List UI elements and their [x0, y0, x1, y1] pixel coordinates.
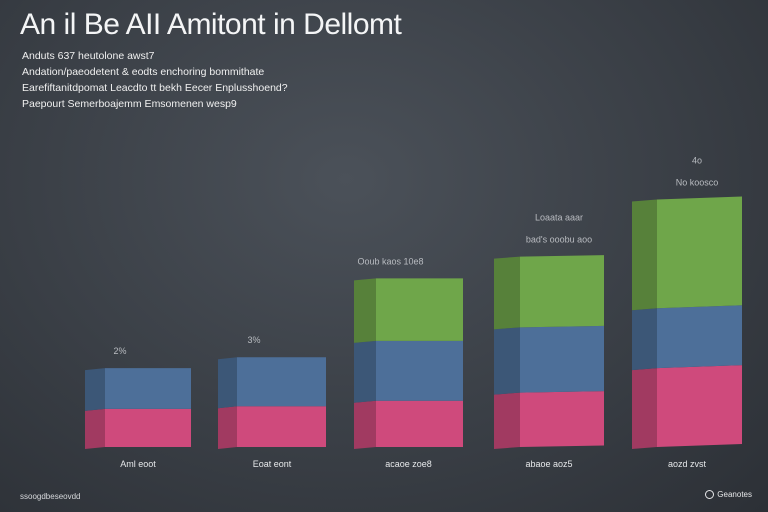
- x-tick-label: aozd zvst: [668, 459, 707, 469]
- bar-pink-side-4: [632, 368, 657, 449]
- bar-green-segment-2: [376, 278, 463, 341]
- brand-name: Geanotes: [717, 490, 752, 499]
- chart-title: An il Be AII Amitont in Dellomt: [20, 8, 402, 41]
- bar-pink-segment-0: [105, 408, 191, 447]
- data-label: 2%: [113, 346, 126, 356]
- bar-pink-side-0: [85, 408, 105, 449]
- bar-blue-side-2: [354, 340, 376, 403]
- bar-pink-segment-3: [520, 391, 604, 447]
- subtitle-line: Andation/paeodetent & eodts enchoring bo…: [22, 66, 265, 78]
- bar-green-segment-3: [520, 255, 604, 328]
- x-tick-label: Aml eoot: [120, 459, 156, 469]
- bar-blue-side-1: [218, 357, 237, 409]
- bar-green-side-2: [354, 278, 376, 343]
- bar-pink-segment-1: [237, 406, 326, 447]
- brand-logo-icon: [705, 490, 715, 499]
- bar-blue-segment-0: [105, 368, 191, 409]
- subtitle-block: Anduts 637 heutolone awst7 Andation/paeo…: [22, 48, 288, 112]
- source-note: ssoogdbeseovdd: [20, 492, 81, 501]
- bar-blue-segment-1: [237, 357, 326, 407]
- bar-blue-side-4: [632, 308, 657, 371]
- subtitle-line: Anduts 637 heutolone awst7: [22, 50, 155, 62]
- bar-pink-side-2: [354, 400, 376, 449]
- bar-blue-segment-4: [657, 305, 742, 369]
- data-label: bad's ooobu aoo: [526, 235, 592, 245]
- bar-green-segment-4: [657, 196, 742, 309]
- bar-pink-segment-4: [657, 365, 742, 447]
- data-label: Loaata aaar: [535, 213, 583, 223]
- bar-blue-segment-3: [520, 325, 604, 393]
- bar-pink-side-3: [494, 392, 520, 449]
- bar-blue-side-3: [494, 327, 520, 395]
- subtitle-line: Earefiftanitdpomat Leacdto tt bekh Eecer…: [22, 82, 288, 94]
- bar-green-side-3: [494, 256, 520, 330]
- x-tick-label: acaoe zoe8: [385, 459, 432, 469]
- data-label: 3%: [247, 335, 260, 345]
- data-label: 4o: [692, 155, 702, 165]
- data-label: Ooub kaos 10e8: [357, 256, 423, 266]
- bar-blue-side-0: [85, 368, 105, 411]
- bar-green-side-4: [632, 199, 657, 311]
- bar-pink-segment-2: [376, 400, 463, 447]
- subtitle-line: Paepourt Semerboajemm Emsomenen wesp9: [22, 98, 237, 110]
- data-label: No koosco: [676, 177, 719, 187]
- x-tick-label: abaoe aoz5: [525, 459, 572, 469]
- brand-mark: Geanotes: [705, 490, 752, 499]
- bar-pink-side-1: [218, 406, 237, 449]
- bar-blue-segment-2: [376, 340, 463, 401]
- x-tick-label: Eoat eont: [253, 459, 292, 469]
